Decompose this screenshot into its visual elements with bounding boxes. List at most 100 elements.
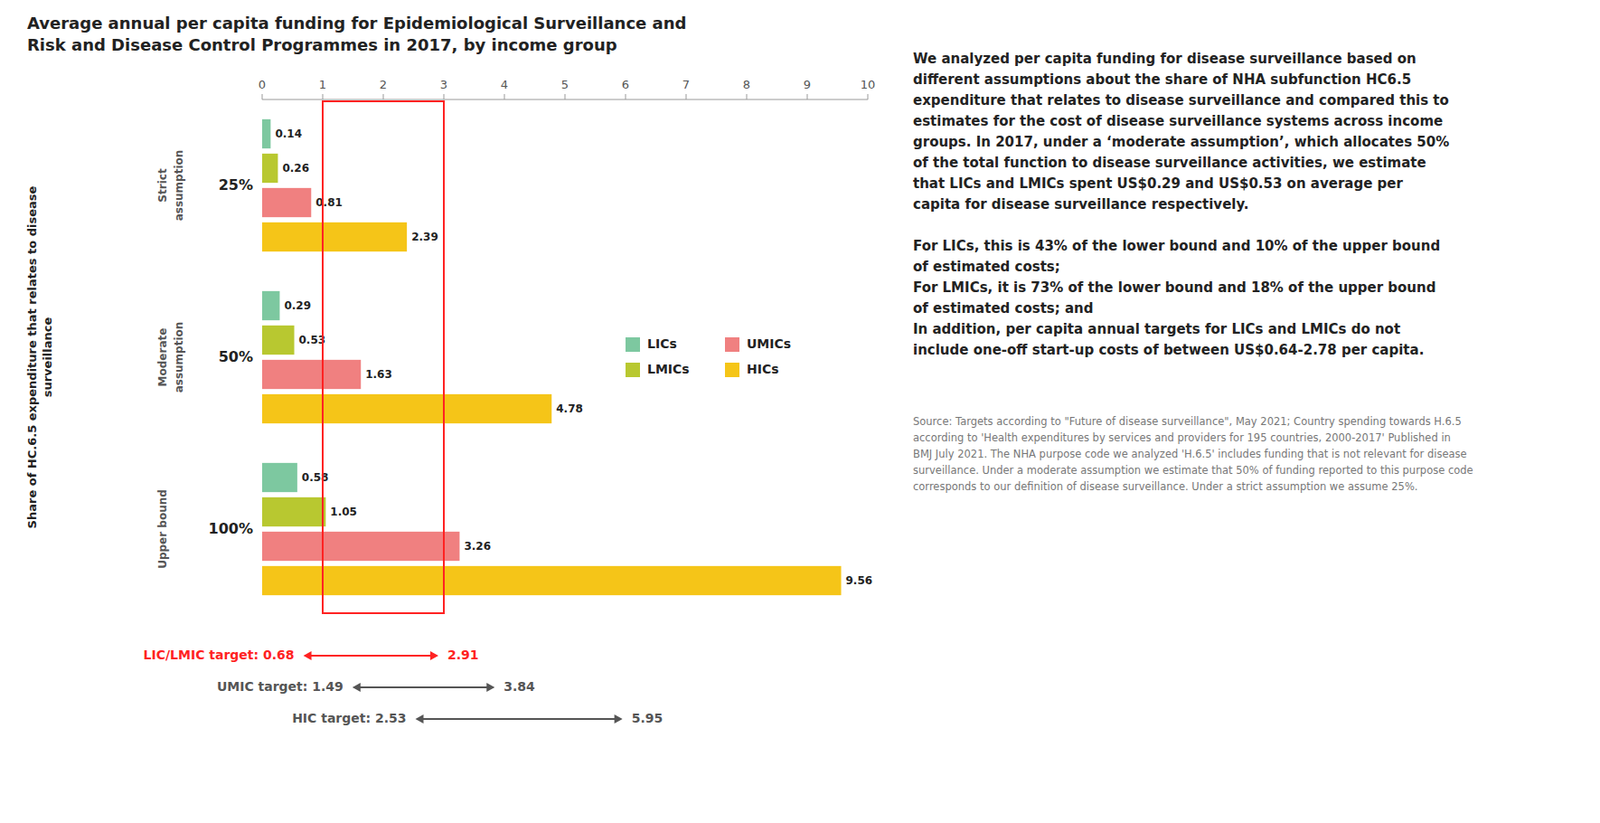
x-tick-label: 6 xyxy=(621,77,630,92)
target-range xyxy=(415,714,623,724)
target-max: 2.91 xyxy=(447,647,480,662)
title-line: Average annual per capita funding for Ep… xyxy=(27,13,687,33)
bar xyxy=(262,325,295,355)
annotation-line: For LICs, this is 43% of the lower bound… xyxy=(912,237,1440,255)
target-label-text: LIC/LMIC target: xyxy=(143,647,264,662)
source-line: Source: Targets according to "Future of … xyxy=(912,414,1462,428)
x-tick xyxy=(504,94,506,100)
x-tick xyxy=(686,94,688,100)
title-line: Risk and Disease Control Programmes in 2… xyxy=(27,35,618,55)
x-tick-label: 10 xyxy=(860,77,876,92)
x-tick xyxy=(564,94,566,100)
x-tick-label: 3 xyxy=(440,77,448,92)
legend-swatch xyxy=(625,362,640,377)
bar xyxy=(262,188,311,217)
y-axis-label-line: surveillance xyxy=(40,317,55,398)
source-line: surveillance. Under a moderate assumptio… xyxy=(912,463,1474,477)
bar xyxy=(262,359,361,389)
legend-label: HICs xyxy=(746,361,780,377)
x-tick-label: 0 xyxy=(258,77,266,92)
bar xyxy=(262,462,298,492)
x-tick xyxy=(807,94,809,100)
bar xyxy=(262,565,842,595)
source-line: corresponds to our definition of disease… xyxy=(912,480,1418,493)
annotation-line: of the total function to disease surveil… xyxy=(912,154,1427,171)
x-tick xyxy=(443,94,445,100)
annotation: We analyzed per capita funding for disea… xyxy=(912,50,1450,358)
x-tick-label: 2 xyxy=(379,77,387,92)
category-label: 100% xyxy=(208,519,254,537)
data-label: 1.63 xyxy=(365,367,393,381)
category-note: assumption xyxy=(172,150,186,222)
bars xyxy=(262,119,842,595)
legend-swatch xyxy=(724,362,740,377)
highlight-range xyxy=(322,101,444,613)
annotation-line: For LMICs, it is 73% of the lower bound … xyxy=(912,279,1436,296)
target-arrowhead xyxy=(614,714,623,724)
target-min: 1.49 xyxy=(311,678,344,694)
y-axis-label: Share of HC.6.5 expenditure that relates… xyxy=(25,185,55,528)
legend-label: LMICs xyxy=(647,361,690,377)
annotation-line: that LICs and LMICs spent US$0.29 and US… xyxy=(912,175,1403,192)
x-tick xyxy=(322,94,324,100)
bar xyxy=(262,291,280,320)
target-range-line xyxy=(305,654,437,657)
target-label: UMIC target: 1.49 xyxy=(216,678,344,694)
target-arrowhead xyxy=(415,714,424,724)
target-arrowhead xyxy=(430,650,439,660)
category-labels: 25%Strictassumption50%Moderateassumption… xyxy=(156,150,255,569)
data-label: 9.56 xyxy=(846,574,874,587)
target-min: 2.53 xyxy=(375,710,407,725)
category-note: Moderate xyxy=(156,328,170,387)
chart: Average annual per capita funding for Ep… xyxy=(0,0,1600,823)
data-label: 3.26 xyxy=(463,539,491,553)
target-label-text: UMIC target: xyxy=(216,678,312,694)
legend-swatch xyxy=(625,337,640,352)
annotation-line: different assumptions about the share of… xyxy=(912,71,1412,88)
legend-swatch xyxy=(724,337,740,352)
x-tick xyxy=(625,94,627,100)
data-label: 0.81 xyxy=(315,196,343,209)
target-arrowhead xyxy=(303,650,312,660)
data-label: 4.78 xyxy=(555,402,584,415)
bar xyxy=(262,222,407,252)
category-note: Upper bound xyxy=(156,489,170,569)
data-label: 0.53 xyxy=(299,333,327,347)
category-label: 50% xyxy=(218,348,254,366)
bar xyxy=(262,394,552,424)
target-range xyxy=(303,650,439,660)
data-label: 1.05 xyxy=(329,505,358,518)
bar xyxy=(262,119,271,149)
category-label: 25% xyxy=(218,176,254,194)
target-label: LIC/LMIC target: 0.68 xyxy=(143,647,295,662)
x-axis: 012345678910 xyxy=(258,77,876,100)
x-tick-label: 5 xyxy=(561,77,569,92)
title: Average annual per capita funding for Ep… xyxy=(27,13,687,55)
data-label: 0.58 xyxy=(301,470,330,484)
target-range-line xyxy=(417,717,622,720)
target-range xyxy=(352,682,495,692)
bar xyxy=(262,531,460,561)
category-note: Strict xyxy=(156,168,170,203)
legend-label: LICs xyxy=(647,336,678,351)
x-tick xyxy=(746,94,748,100)
legend-label: UMICs xyxy=(746,336,791,351)
target-arrowhead xyxy=(486,682,495,692)
target-label: HIC target: 2.53 xyxy=(291,710,406,725)
annotation-line: estimates for the cost of disease survei… xyxy=(912,112,1443,130)
x-tick xyxy=(867,94,869,100)
x-tick-label: 8 xyxy=(743,77,751,92)
x-tick xyxy=(262,94,264,100)
x-tick-label: 4 xyxy=(500,77,509,92)
source-line: according to 'Health expenditures by ser… xyxy=(912,431,1451,444)
target-label-text: HIC target: xyxy=(291,710,376,725)
annotation-line: capita for disease surveillance respecti… xyxy=(912,196,1250,213)
annotation-line: expenditure that relates to disease surv… xyxy=(912,92,1450,109)
category-note: assumption xyxy=(172,321,186,394)
target-max: 5.95 xyxy=(631,710,664,725)
data-label: 2.39 xyxy=(411,230,439,244)
y-axis-label-line: Share of HC.6.5 expenditure that relates… xyxy=(25,185,39,528)
target-min: 0.68 xyxy=(263,647,295,662)
x-tick-label: 9 xyxy=(803,77,811,92)
targets: LIC/LMIC target: 0.68 2.91 UMIC target: 1.… xyxy=(143,647,664,725)
